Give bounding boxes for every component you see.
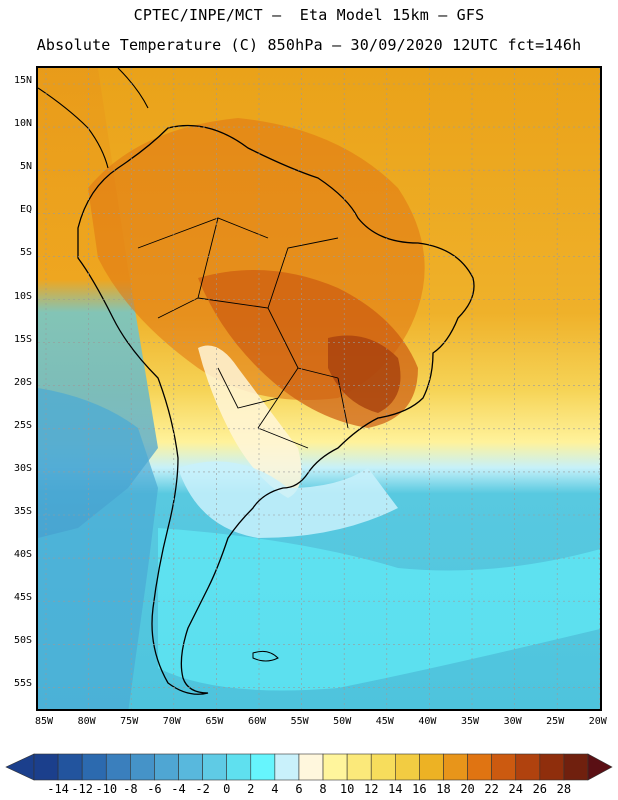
chart-title-line2: Absolute Temperature (C) 850hPa – 30/09/… — [36, 36, 582, 54]
lat-tick-label: 5S — [19, 247, 32, 259]
lat-tick-label: 10S — [13, 290, 32, 302]
colorbar-under-triangle — [5, 753, 35, 781]
colorbar-tick-label: 16 — [412, 782, 427, 796]
lat-tick-label: 50S — [13, 635, 32, 647]
lat-tick-label: 20S — [13, 376, 32, 388]
colorbar-tick-label: 2 — [247, 782, 255, 796]
colorbar-swatch — [298, 753, 324, 781]
colorbar-swatch — [57, 753, 83, 781]
colorbar-swatch — [154, 753, 179, 781]
colorbar-swatch — [81, 753, 107, 781]
lat-tick-label: 45S — [13, 592, 32, 604]
lon-tick-label: 65W — [205, 716, 224, 727]
south-america-coastline — [77, 124, 475, 695]
colorbar-tick-label: -4 — [171, 782, 186, 796]
lon-tick-label: 45W — [375, 716, 394, 727]
colorbar-swatch — [274, 753, 300, 781]
colorbar-tick-label: 4 — [271, 782, 279, 796]
lon-tick-label: 80W — [77, 716, 96, 727]
colorbar-swatch — [539, 753, 565, 781]
cool-tongue — [198, 345, 302, 498]
lon-tick-label: 25W — [546, 716, 565, 727]
lon-tick-label: 60W — [247, 716, 267, 727]
colorbar-tick-label: -8 — [123, 782, 138, 796]
colorbar-tick-label: 10 — [339, 782, 355, 796]
map-gridlines — [38, 68, 600, 709]
hottest-field — [328, 335, 401, 413]
colorbar-tick-label: -14 — [47, 782, 69, 796]
colorbar-tick-label: -2 — [195, 782, 210, 796]
colorbar-swatch — [370, 753, 396, 781]
colorbar-tick-label: 28 — [556, 782, 572, 796]
colorbar-tick-label: 24 — [508, 782, 523, 796]
colorbar-swatch — [443, 753, 468, 781]
lat-tick-label: 35S — [13, 506, 32, 517]
lon-tick-label: 50W — [333, 716, 352, 727]
lon-tick-label: 30W — [503, 716, 522, 727]
cold-field-argentina — [178, 461, 398, 538]
falklands — [252, 650, 279, 662]
pacific-cold-field — [38, 388, 158, 709]
colorbar-tick-label: -12 — [71, 782, 94, 796]
colorbar-over-triangle — [587, 753, 613, 781]
chart-title-line1: CPTEC/INPE/MCT – Eta Model 15km – GFS — [133, 6, 485, 24]
lat-tick-label: 30S — [13, 462, 32, 474]
colorbar-swatch — [202, 753, 227, 781]
colorbar-swatch — [419, 753, 444, 781]
lon-tick-label: 35W — [460, 716, 480, 727]
colorbar-tick-label: 22 — [484, 782, 499, 796]
temperature-map — [36, 66, 602, 711]
lon-tick-label: 70W — [162, 716, 181, 727]
colorbar-swatch — [322, 753, 348, 781]
colorbar-tick-label: 12 — [363, 782, 379, 796]
colorbar-tick-label: 0 — [223, 782, 231, 796]
lat-tick-label: EQ — [19, 204, 32, 216]
colorbar — [5, 753, 613, 781]
lon-tick-label: 85W — [34, 716, 54, 727]
colorbar-tick-label: 26 — [532, 782, 548, 796]
lat-tick-label: 40S — [13, 549, 32, 561]
colorbar-tick-label: 20 — [460, 782, 475, 796]
lat-tick-label: 25S — [13, 419, 32, 431]
colorbar-tick-label: 8 — [319, 782, 327, 796]
colorbar-swatch — [346, 753, 372, 781]
colorbar-swatch — [491, 753, 517, 781]
colorbar-swatch — [226, 753, 252, 781]
colorbar-tick-label: 18 — [436, 782, 451, 796]
colorbar-tick-label: 6 — [295, 782, 303, 796]
colorbar-swatch — [467, 753, 492, 781]
colorbar-swatch — [515, 753, 541, 781]
lat-tick-label: 15N — [13, 75, 32, 86]
central-america-coastline — [38, 68, 149, 169]
lat-tick-label: 5N — [19, 161, 32, 173]
colorbar-swatch — [250, 753, 276, 781]
cyan-field-patagonia — [158, 528, 600, 691]
lat-tick-label: 10N — [13, 118, 32, 130]
lon-tick-label: 55W — [290, 716, 309, 727]
lon-tick-label: 40W — [418, 716, 437, 727]
lat-tick-label: 15S — [13, 333, 32, 345]
lat-tick-label: 55S — [13, 678, 32, 690]
country-borders — [137, 217, 349, 449]
colorbar-tick-label: -10 — [95, 782, 118, 796]
lon-tick-label: 20W — [588, 716, 607, 727]
colorbar-tick-label: -6 — [147, 782, 162, 796]
colorbar-swatch — [130, 753, 155, 781]
colorbar-swatch — [105, 753, 131, 781]
colorbar-swatch — [178, 753, 203, 781]
colorbar-swatch — [563, 753, 589, 781]
colorbar-tick-label: 14 — [388, 782, 403, 796]
colorbar-swatch — [395, 753, 420, 781]
colorbar-swatch — [33, 753, 59, 781]
lon-tick-label: 75W — [120, 716, 139, 727]
map-canvas — [38, 68, 600, 709]
